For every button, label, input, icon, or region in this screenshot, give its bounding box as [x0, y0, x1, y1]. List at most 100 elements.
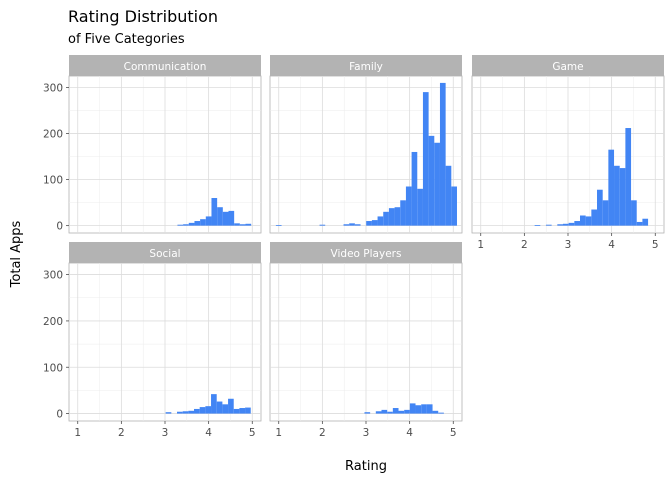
facet-strip: [472, 55, 664, 76]
histogram-bar: [234, 223, 240, 226]
histogram-bar: [245, 407, 251, 414]
y-tick-label: 0: [56, 409, 63, 421]
histogram-bar: [405, 186, 412, 226]
facet-panel: Video Players 1 2 3 4 5: [269, 242, 463, 439]
histogram-bar: [239, 408, 246, 414]
x-tick-label: 3: [363, 427, 370, 439]
y-tick-label: 300: [43, 83, 63, 95]
facet-strip: [69, 55, 261, 76]
facet-panel: Communication 0 100 200 300: [43, 55, 262, 234]
histogram-bar: [217, 207, 223, 226]
histogram-bar: [614, 165, 620, 226]
histogram-bar: [415, 405, 422, 414]
histogram-bar: [451, 186, 457, 226]
x-tick-label: 4: [608, 239, 615, 251]
histogram-bar: [398, 410, 405, 414]
histogram-bar: [428, 135, 435, 226]
histogram-bar: [366, 221, 372, 226]
histogram-bar: [200, 219, 206, 226]
chart-subtitle: of Five Categories: [68, 32, 185, 47]
histogram-bar: [580, 215, 586, 226]
y-tick-label: 100: [43, 362, 63, 374]
histogram-bar: [388, 208, 395, 226]
histogram-bar: [608, 149, 615, 226]
facet-strip: [69, 242, 261, 263]
histogram-bar: [222, 404, 229, 414]
histogram-bar: [199, 407, 206, 414]
facet-strip: [270, 242, 462, 263]
histogram-bar: [411, 151, 418, 226]
histogram-bar: [602, 200, 609, 226]
histogram-bar: [222, 211, 229, 226]
x-axis-title: Rating: [345, 459, 387, 474]
y-axis-title: Total Apps: [9, 220, 24, 288]
histogram-bar: [432, 410, 439, 414]
y-tick-label: 200: [43, 129, 63, 141]
y-tick-label: 300: [43, 270, 63, 282]
histogram-bar: [434, 142, 440, 226]
histogram-bar: [364, 412, 371, 414]
histogram-bar: [394, 207, 401, 226]
histogram-bar: [426, 404, 433, 414]
histogram-bar: [631, 200, 637, 226]
x-tick-label: 4: [406, 427, 413, 439]
histogram-bar: [562, 223, 569, 226]
histogram-bar: [375, 411, 382, 414]
histogram-bar: [239, 224, 246, 226]
histogram-bar: [439, 82, 446, 226]
histogram-bar: [636, 221, 643, 226]
histogram-bar: [205, 216, 212, 226]
chart-title: Rating Distribution: [68, 7, 218, 26]
histogram-bar: [625, 128, 632, 226]
histogram-bar: [422, 92, 429, 226]
histogram-bar: [574, 221, 580, 226]
histogram-bar: [211, 394, 217, 414]
x-tick-label: 5: [450, 427, 457, 439]
histogram-bar: [534, 225, 541, 226]
y-tick-label: 0: [56, 221, 63, 233]
histogram-bar: [597, 189, 603, 226]
x-tick-label: 2: [521, 239, 528, 251]
facet-panel: Game 1 2 3 4 5: [471, 55, 665, 251]
histogram-bar: [182, 411, 189, 414]
histogram-bar: [245, 223, 252, 226]
histogram-bar: [409, 403, 416, 414]
facet-panels: Communication 0 100 200 300 Family Game 1 2 3 4 5 So…: [43, 55, 665, 439]
facet-panel: Social 0 100 200 300 1 2 3 4 5: [43, 242, 262, 439]
histogram-bar: [194, 408, 200, 414]
histogram-bar: [383, 211, 389, 226]
histogram-bar: [445, 165, 452, 226]
histogram-bar: [421, 404, 427, 414]
histogram-bar: [642, 218, 649, 226]
histogram-bar: [568, 222, 575, 226]
histogram-bar: [228, 398, 234, 414]
histogram-bar: [377, 216, 384, 226]
y-tick-label: 100: [43, 175, 63, 187]
histogram-bar: [177, 224, 184, 226]
x-tick-label: 1: [275, 427, 282, 439]
histogram-bar: [205, 406, 212, 414]
facet-strip-label: Communication: [124, 61, 207, 73]
facet-strip: [270, 55, 462, 76]
histogram-bar: [438, 412, 444, 414]
histogram-bar: [557, 224, 563, 226]
histogram-bar: [417, 188, 423, 226]
x-tick-label: 3: [565, 239, 572, 251]
histogram-bar: [404, 409, 410, 414]
facet-strip-label: Family: [349, 61, 383, 73]
histogram-bar: [619, 168, 626, 226]
x-tick-label: 2: [118, 427, 125, 439]
facet-strip-label: Game: [552, 61, 583, 73]
histogram-bar: [188, 410, 195, 414]
x-tick-label: 1: [74, 427, 81, 439]
facet-strip-label: Social: [149, 248, 180, 260]
histogram-bar: [183, 224, 189, 226]
histogram-bar: [371, 220, 378, 226]
facet-panel: Family: [269, 55, 463, 234]
histogram-bar: [211, 198, 218, 226]
histogram-bar: [216, 401, 223, 414]
histogram-bar: [343, 224, 350, 226]
histogram-bar: [233, 408, 240, 414]
histogram-bar: [165, 412, 172, 414]
y-tick-label: 200: [43, 316, 63, 328]
